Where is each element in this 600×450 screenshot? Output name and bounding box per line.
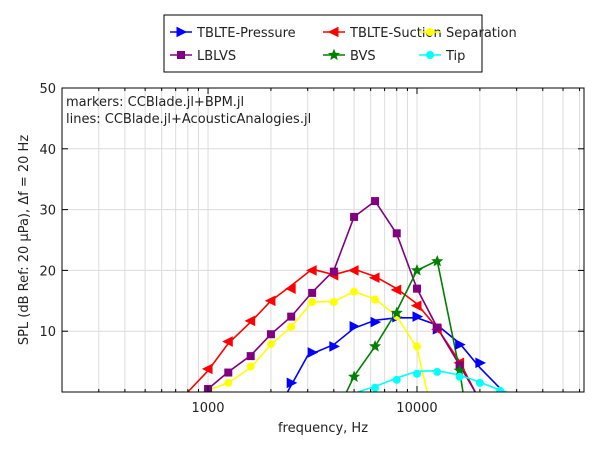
series-line-separation <box>203 290 429 392</box>
data-point-separation <box>287 322 296 331</box>
legend-entry-lblvs: LBLVS <box>170 49 236 64</box>
legend-marker <box>177 51 185 59</box>
grid <box>62 88 584 392</box>
data-point-separation <box>371 295 380 304</box>
legend-label: BVS <box>350 49 376 64</box>
series-markers <box>201 197 505 392</box>
data-point-tblte-suction <box>222 336 233 347</box>
data-point-lblvs <box>329 267 338 276</box>
y-tick-label: 20 <box>39 264 56 279</box>
data-point-tip <box>475 378 484 387</box>
legend-marker <box>176 26 188 38</box>
legend-label: TBLTE-Suction <box>349 26 442 41</box>
data-point-tblte-suction <box>390 284 402 296</box>
legend-label: LBLVS <box>197 49 236 64</box>
data-point-tblte-suction <box>410 300 422 311</box>
y-tick-label: 40 <box>39 143 56 158</box>
data-point-tip <box>412 369 421 378</box>
data-point-lblvs <box>433 323 442 332</box>
data-point-separation <box>329 298 338 307</box>
legend-entry-tblte-pressure: TBLTE-Pressure <box>170 26 296 41</box>
data-point-separation <box>350 287 359 296</box>
data-point-bvs <box>431 254 444 267</box>
y-tick-label: 50 <box>39 82 56 97</box>
data-point-tblte-pressure <box>329 341 340 352</box>
data-point-bvs <box>369 340 382 352</box>
annotation-line-1: markers: CCBlade.jl+BPM.jl <box>66 95 244 110</box>
data-point-tblte-suction <box>264 295 276 307</box>
data-point-tblte-suction <box>306 265 317 276</box>
data-point-lblvs <box>224 368 233 377</box>
data-point-separation <box>266 339 275 348</box>
legend-label: Separation <box>446 26 517 41</box>
data-point-lblvs <box>246 352 255 361</box>
data-point-tip <box>496 386 505 392</box>
data-point-tblte-suction <box>244 315 256 327</box>
data-point-lblvs <box>287 312 296 321</box>
data-point-tblte-pressure <box>307 347 319 358</box>
series-line-lblvs <box>203 199 476 392</box>
data-point-separation <box>246 362 255 371</box>
x-tick-label: 10000 <box>396 401 437 416</box>
legend-marker <box>426 51 434 59</box>
data-point-tip <box>455 372 464 381</box>
data-point-separation <box>224 378 233 387</box>
annotation-line-2: lines: CCBlade.jl+AcousticAnalogies.jl <box>66 112 311 127</box>
legend-label: TBLTE-Pressure <box>196 26 296 41</box>
data-point-tblte-suction <box>368 272 380 284</box>
legend-marker <box>327 26 339 38</box>
axes: 1000 10000 10 20 30 40 50 <box>39 82 584 416</box>
data-point-tip <box>371 383 380 392</box>
data-point-separation <box>412 342 421 351</box>
data-point-tblte-pressure <box>349 321 361 332</box>
data-point-tip <box>433 367 442 376</box>
data-point-lblvs <box>392 229 401 238</box>
data-point-lblvs <box>412 284 421 293</box>
series-line-tip <box>357 369 508 392</box>
data-point-tblte-suction <box>201 363 213 375</box>
data-point-lblvs <box>308 288 317 297</box>
data-point-tblte-pressure <box>286 377 298 389</box>
y-axis-label: SPL (dB Ref: 20 μPa), Δf = 20 Hz <box>17 135 32 345</box>
y-tick-label: 10 <box>39 325 56 340</box>
data-point-lblvs <box>266 330 275 339</box>
plot-frame <box>61 87 585 393</box>
data-point-separation <box>308 298 317 307</box>
data-point-bvs <box>348 370 361 382</box>
data-point-tblte-pressure <box>370 316 382 328</box>
data-point-tblte-suction <box>285 283 296 294</box>
legend-entry-tblte-suction: TBLTE-Suction <box>323 26 442 41</box>
data-point-lblvs <box>371 197 380 206</box>
y-tick-label: 30 <box>39 204 56 219</box>
series-line-bvs <box>345 259 464 392</box>
x-axis-label: frequency, Hz <box>278 421 368 436</box>
legend-entry-tip: Tip <box>419 49 465 64</box>
x-tick-label: 1000 <box>191 401 224 416</box>
legend: TBLTE-Pressure TBLTE-Suction Separation LBL… <box>163 14 517 73</box>
data-point-tblte-suction <box>347 265 359 276</box>
data-point-tip <box>392 375 401 384</box>
legend-label: Tip <box>445 49 465 64</box>
legend-marker <box>327 48 341 61</box>
data-point-bvs <box>410 264 424 276</box>
data-point-lblvs <box>350 212 359 221</box>
legend-entry-separation: Separation <box>419 26 517 41</box>
data-point-tblte-pressure <box>455 339 466 350</box>
legend-box <box>163 14 483 73</box>
legend-entry-bvs: BVS <box>323 48 376 64</box>
data-point-tblte-pressure <box>475 357 487 369</box>
data-point-tblte-pressure <box>412 311 424 322</box>
data-point-bvs <box>390 306 403 319</box>
legend-marker <box>426 28 434 36</box>
